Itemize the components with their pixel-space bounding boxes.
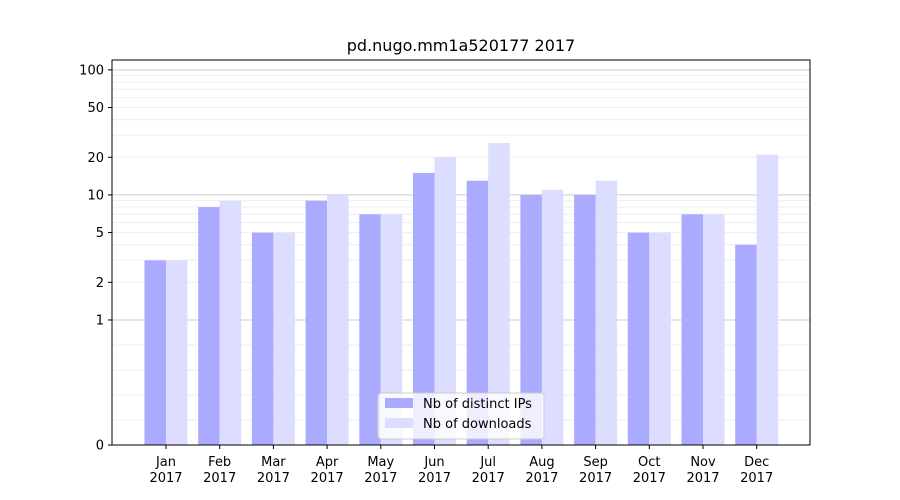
y-tick-label: 0 [96,439,104,454]
x-tick-label-year: 2017 [364,471,397,486]
legend-swatch [385,418,413,428]
x-tick-label-year: 2017 [740,471,773,486]
bar-downloads [541,189,564,445]
x-tick-label-month: Oct [638,455,660,470]
bar-downloads [756,154,779,446]
bar-distinct-ips [359,214,381,445]
y-tick-label: 5 [96,226,104,241]
bar-downloads [327,194,349,445]
bar-distinct-ips [520,194,542,445]
bar-downloads [273,232,295,445]
y-tick-label: 10 [87,188,104,203]
x-tick-label-year: 2017 [525,471,558,486]
chart-title: pd.nugo.mm1a520177 2017 [347,36,575,55]
bar-distinct-ips [574,194,596,445]
legend-label: Nb of distinct IPs [423,397,532,412]
x-tick-label-month: May [367,455,394,470]
legend-label: Nb of downloads [423,417,532,432]
bar-downloads [380,214,403,445]
x-tick-label-year: 2017 [472,471,505,486]
x-tick-label-month: Sep [583,455,608,470]
x-tick-label-month: Apr [316,455,339,470]
x-tick-label-year: 2017 [686,471,719,486]
bar-distinct-ips [627,232,650,445]
x-tick-label-year: 2017 [257,471,290,486]
x-tick-label-year: 2017 [418,471,451,486]
bar-downloads [219,200,242,445]
x-tick-label-month: Aug [529,455,554,470]
y-tick-label: 20 [87,151,104,166]
y-axis: 0 1 2 5 10 20 50 100 [79,63,112,454]
x-tick-label-month: Feb [208,455,231,470]
x-tick-label-year: 2017 [203,471,236,486]
x-tick-label-month: Nov [690,455,716,470]
y-tick-label: 100 [79,63,104,78]
x-tick-label-month: Mar [261,455,286,470]
bar-distinct-ips [413,172,435,445]
bar-distinct-ips [466,180,489,445]
bars [144,143,779,446]
bar-downloads [166,260,188,445]
x-tick-label-year: 2017 [579,471,612,486]
x-tick-label-month: Jan [155,455,176,470]
legend: Nb of distinct IPs Nb of downloads [377,392,545,440]
plot-area-frame [111,59,811,446]
bar-downloads [488,143,510,445]
bar-distinct-ips [198,207,220,445]
x-tick-label-month: Jun [423,455,444,470]
legend-swatch [385,398,413,408]
bar-distinct-ips [251,232,274,445]
x-tick-label-year: 2017 [633,471,666,486]
x-tick-label-year: 2017 [149,471,182,486]
x-tick-label-month: Dec [744,455,769,470]
x-tick-label-month: Jul [479,455,496,470]
bar-downloads [595,180,618,445]
y-tick-label: 2 [96,276,104,291]
bar-downloads [649,232,671,445]
bar-distinct-ips [305,200,328,445]
y-tick-label: 50 [87,101,104,116]
bar-distinct-ips [681,214,703,445]
y-tick-label: 1 [96,313,104,328]
bar-distinct-ips [735,244,757,445]
x-axis: Jan2017Feb2017Mar2017Apr2017May2017Jun20… [149,445,773,486]
x-tick-label-year: 2017 [311,471,344,486]
legend-box [377,392,545,440]
bar-downloads [703,214,725,445]
bar-distinct-ips [144,260,166,445]
bar-downloads [434,157,456,445]
